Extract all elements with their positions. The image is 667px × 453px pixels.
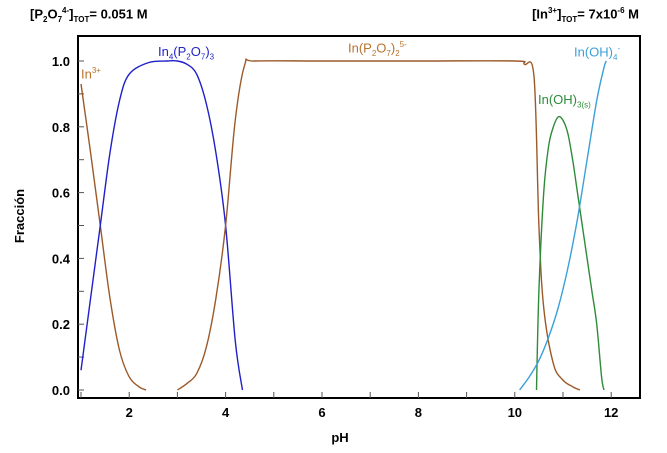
curve-in-oh-3-s- xyxy=(535,115,605,391)
species-curves xyxy=(80,58,608,391)
label-in-oh4: In(OH)4- xyxy=(574,44,621,62)
plot-frame xyxy=(77,35,641,399)
x-tick-label: 2 xyxy=(126,405,133,420)
y-tick-label: 1.0 xyxy=(52,54,70,69)
total-indium-annotation: [In3+]TOT= 7x10-6 M xyxy=(532,6,639,24)
label-in-p2o7-2: In(P2O7)25- xyxy=(348,40,407,58)
total-pyrophosphate-annotation: [P2O74-]TOT= 0.051 M xyxy=(30,6,148,24)
y-tick-label: 0.6 xyxy=(52,186,70,201)
x-tick-label: 10 xyxy=(508,405,522,420)
y-tick-label: 0.8 xyxy=(52,120,70,135)
x-tick-label: 6 xyxy=(318,405,325,420)
curve-in-p2o7-2-5- xyxy=(177,58,581,391)
y-tick-label: 0.0 xyxy=(52,383,70,398)
curve-in-oh-4- xyxy=(519,60,608,391)
y-axis-title: Fracción xyxy=(12,189,27,243)
y-tick-label: 0.2 xyxy=(52,317,70,332)
y-tick-label: 0.4 xyxy=(52,251,71,266)
curve-in3- xyxy=(80,83,147,391)
label-in-oh3-s: In(OH)3(s) xyxy=(538,92,591,110)
label-in4-p2o7-3: In4(P2O7)3 xyxy=(158,44,215,62)
plot-axes: 2 4 6 8 10 12 0.0 0.2 0.4 0.6 0.8 1.0 xyxy=(52,35,641,420)
x-tick-label: 4 xyxy=(222,405,230,420)
x-axis-title: pH xyxy=(331,430,348,445)
x-tick-label: 8 xyxy=(415,405,422,420)
label-in3plus: In3+ xyxy=(81,66,101,82)
x-tick-label: 12 xyxy=(604,405,618,420)
curve-in4-p2o7-3 xyxy=(80,59,244,391)
